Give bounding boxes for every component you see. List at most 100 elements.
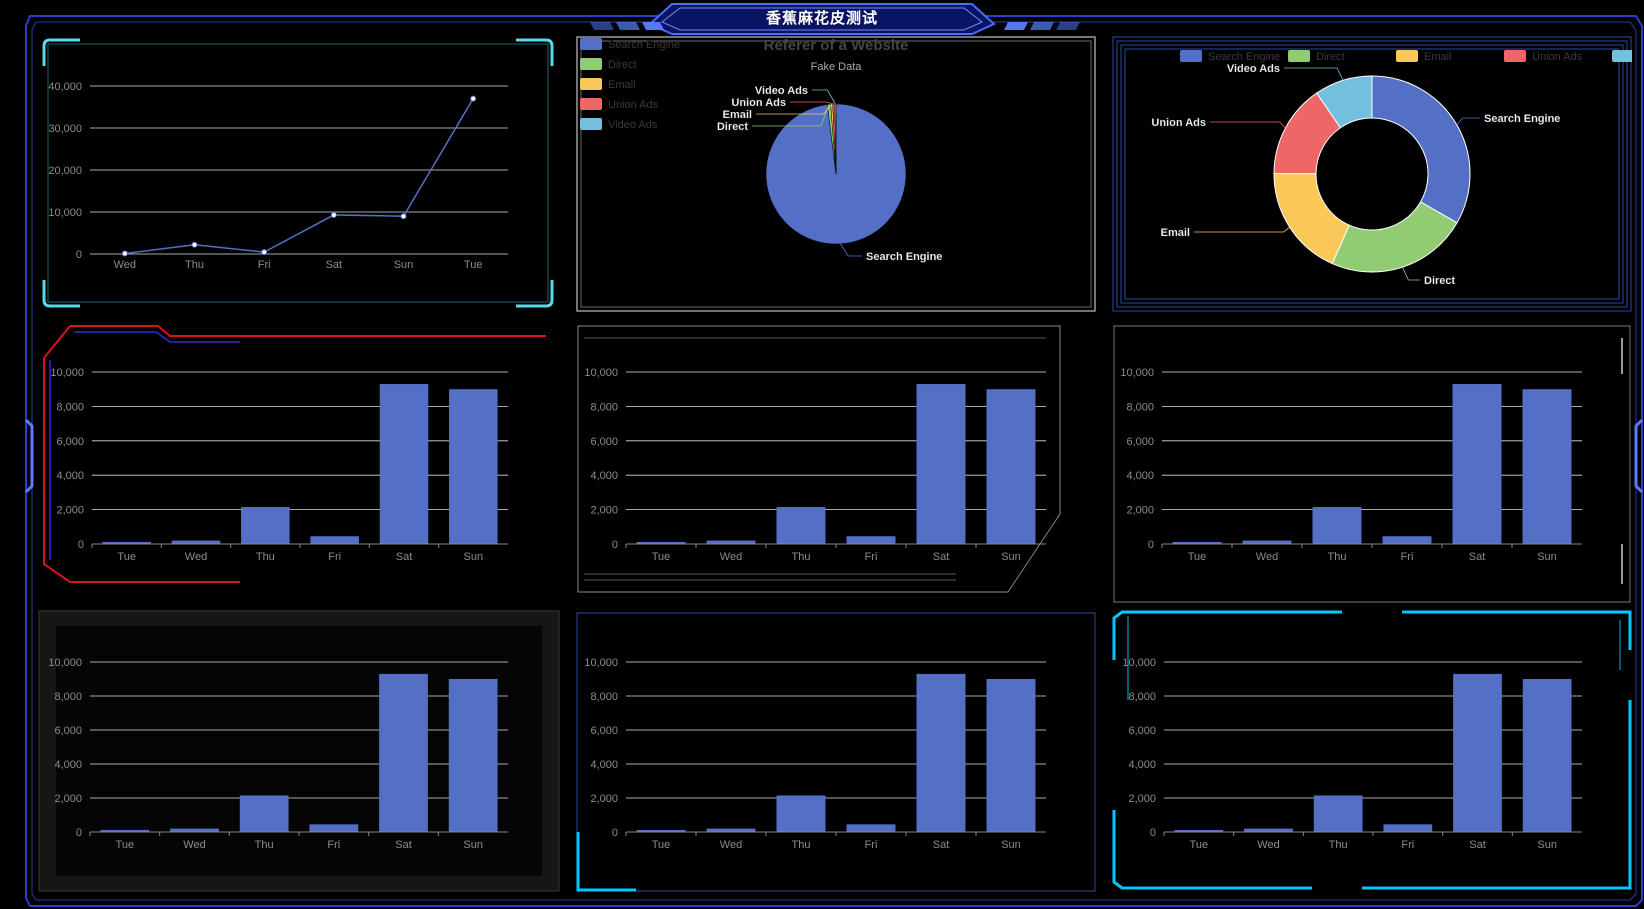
bar: [310, 536, 359, 544]
legend-label: Search Engine: [608, 39, 680, 51]
y-tick-label: 0: [1148, 539, 1154, 551]
slice-label: Video Ads: [755, 85, 808, 97]
bar: [776, 507, 826, 544]
legend-label: Search Engine: [1208, 51, 1280, 63]
bar: [846, 536, 896, 544]
x-tick-label: Fri: [1401, 839, 1414, 851]
bar: [241, 507, 290, 544]
x-tick-label: Sun: [1537, 839, 1557, 851]
slice-label: Union Ads: [731, 97, 786, 109]
x-tick-label: Wed: [185, 551, 207, 563]
bar: [776, 795, 826, 832]
bar-chart-1: 0 2,000 4,000 6,000 8,000 10,000 Tue Wed Thu Fri S…: [43, 325, 546, 583]
data-point: [470, 95, 477, 102]
x-tick-label: Sun: [1537, 551, 1557, 563]
legend-swatch: [580, 58, 602, 70]
bar: [309, 824, 359, 832]
x-tick-label: Wed: [183, 839, 205, 851]
legend-swatch: [580, 38, 602, 50]
slice-label: Search Engine: [1484, 113, 1560, 125]
y-tick-label: 10,000: [584, 367, 618, 379]
slice-label: Direct: [717, 121, 749, 133]
y-tick-label: 2,000: [590, 793, 618, 805]
series-line: [124, 98, 474, 255]
y-tick-label: 0: [612, 539, 618, 551]
y-tick-label: 8,000: [56, 401, 84, 413]
bar-chart-5: 0 2,000 4,000 6,000 8,000 10,000 Tue Wed Thu Fri S…: [576, 612, 1096, 892]
pie-slice: [834, 103, 837, 175]
x-tick-label: Wed: [1257, 839, 1279, 851]
x-tick-label: Sun: [1001, 551, 1021, 563]
y-tick-label: 8,000: [1126, 401, 1154, 413]
panel-border: [1112, 610, 1632, 890]
y-tick-label: 40,000: [48, 81, 82, 93]
donut-slice: [1331, 201, 1458, 273]
y-tick-label: 6,000: [56, 436, 84, 448]
line-chart-panel: 0 10,000 20,000 30,000 40,000 Wed Thu Fri Sat Sun…: [40, 36, 556, 310]
x-tick-label: Tue: [1190, 839, 1209, 851]
data-point: [261, 249, 268, 256]
y-tick-label: 0: [76, 249, 82, 261]
y-tick-label: 8,000: [590, 691, 618, 703]
x-tick-label: Thu: [1329, 839, 1348, 851]
bar-chart-3: 0 2,000 4,000 6,000 8,000 10,000 Tue Wed Thu Fri S…: [1113, 325, 1631, 603]
bar: [1174, 829, 1224, 832]
legend-swatch: [1288, 50, 1310, 62]
x-tick-label: Sat: [1469, 551, 1486, 563]
x-tick-label: Fri: [328, 551, 341, 563]
y-tick-label: 6,000: [1126, 436, 1154, 448]
data-point: [330, 211, 337, 218]
y-tick-label: 0: [1150, 827, 1156, 839]
y-tick-label: 10,000: [50, 367, 84, 379]
x-tick-label: Thu: [792, 839, 811, 851]
y-tick-label: 4,000: [590, 759, 618, 771]
bar: [916, 673, 966, 832]
bar: [986, 389, 1036, 544]
bar: [636, 829, 686, 832]
x-tick-label: Wed: [720, 839, 742, 851]
legend-swatch: [1504, 50, 1526, 62]
y-tick-label: 4,000: [54, 759, 82, 771]
x-tick-label: Fri: [327, 839, 340, 851]
slice-label: Union Ads: [1151, 117, 1206, 129]
legend-swatch: [580, 78, 602, 90]
y-tick-label: 8,000: [590, 401, 618, 413]
y-tick-label: 2,000: [590, 505, 618, 517]
x-tick-label: Tue: [116, 839, 135, 851]
x-tick-label: Sat: [395, 839, 412, 851]
y-tick-label: 6,000: [590, 725, 618, 737]
bar: [1383, 824, 1433, 832]
x-tick-label: Tue: [652, 839, 671, 851]
legend-label: Video Ads: [608, 119, 658, 131]
x-tick-label: Thu: [255, 839, 274, 851]
slice-label: Email: [1161, 227, 1190, 239]
bar: [1382, 536, 1432, 544]
legend-label: Email: [1424, 51, 1452, 63]
bar: [1313, 795, 1363, 832]
panel-border: [1112, 36, 1632, 312]
y-tick-label: 4,000: [1128, 759, 1156, 771]
slice-label: Video Ads: [1227, 63, 1280, 75]
bar: [846, 824, 896, 832]
bar: [379, 673, 428, 832]
x-tick-label: Sat: [933, 551, 950, 563]
bar: [636, 541, 686, 544]
y-tick-label: 20,000: [48, 165, 82, 177]
pie-chart-panel: Search Engine Direct Email Union Ads Video A…: [576, 36, 1096, 312]
label-line: [756, 103, 832, 115]
x-tick-label: Wed: [114, 259, 136, 271]
donut-slice: [1273, 172, 1350, 265]
bar-chart-6: 0 2,000 4,000 6,000 8,000 10,000 Tue Wed Thu Fri S…: [1112, 610, 1632, 890]
bar: [706, 540, 756, 544]
page-title: 香蕉麻花皮测试: [765, 9, 878, 27]
bar: [448, 679, 498, 832]
label-line: [1456, 117, 1480, 126]
x-tick-label: Tue: [464, 259, 483, 271]
bar: [706, 828, 756, 832]
panel-border: [577, 325, 1061, 593]
label-line: [812, 89, 836, 105]
panel-border: [1113, 325, 1631, 603]
y-tick-label: 2,000: [54, 793, 82, 805]
legend-swatch: [580, 98, 602, 110]
y-tick-label: 8,000: [54, 691, 82, 703]
